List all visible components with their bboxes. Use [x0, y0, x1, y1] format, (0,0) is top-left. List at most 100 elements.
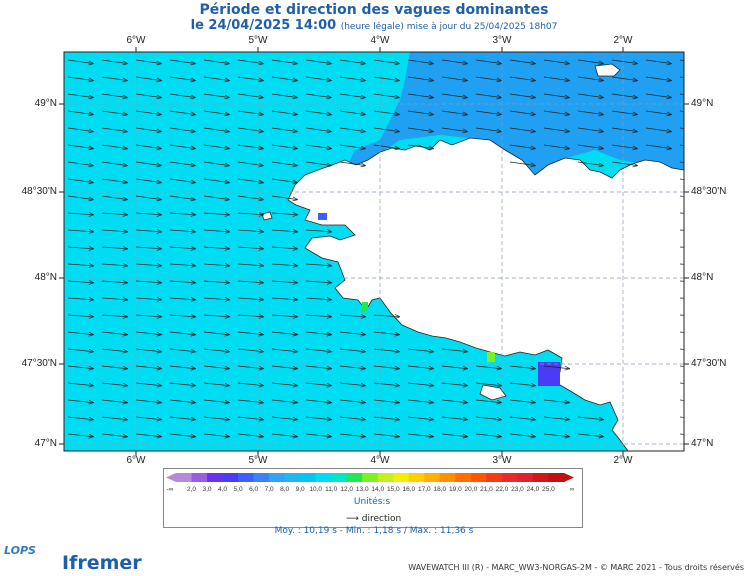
legend-tick: 17,0: [417, 486, 431, 493]
legend-color-swatch: [284, 473, 301, 482]
direction-arrow: [271, 382, 299, 388]
direction-arrow: [339, 76, 366, 83]
direction-arrow: [135, 229, 163, 234]
direction-arrow: [271, 246, 299, 251]
direction-arrow: [373, 331, 401, 337]
direction-arrow: [135, 127, 162, 134]
direction-arrow: [237, 229, 265, 234]
direction-arrow: [339, 93, 366, 100]
direction-arrow: [135, 433, 163, 439]
direction-arrow: [577, 416, 605, 422]
legend-tick: 5,0: [233, 486, 243, 493]
legend-color-swatch: [300, 473, 316, 482]
direction-arrow: [101, 161, 128, 168]
direction-arrow: [611, 76, 638, 83]
direction-arrow: [271, 263, 299, 268]
direction-arrow: [169, 348, 197, 354]
direction-arrow: [305, 144, 332, 151]
direction-arrow: [101, 365, 129, 371]
lat-label-left: 48°30'N: [21, 186, 57, 197]
direction-arrow: [203, 93, 230, 100]
direction-arrow: [305, 110, 332, 117]
direction-arrow: [135, 59, 162, 66]
direction-arrow: [339, 127, 366, 134]
direction-arrow: [203, 229, 231, 234]
direction-arrow: [373, 76, 400, 83]
direction-arrow: [611, 59, 638, 66]
direction-arrow: [645, 93, 672, 100]
direction-arrow: [305, 382, 333, 388]
direction-arrow: [203, 331, 231, 337]
direction-arrow: [475, 110, 502, 117]
direction-arrow: [407, 76, 434, 83]
direction-arrow: [475, 59, 502, 66]
direction-arrow: [169, 433, 197, 439]
lon-label-top: 5°W: [248, 35, 268, 46]
credit-line: WAVEWATCH III (R) - MARC_WW3-NORGAS-2M -…: [408, 563, 744, 572]
direction-arrow: [645, 110, 672, 117]
lon-label-bottom: 2°W: [613, 455, 633, 466]
direction-arrow: [67, 297, 95, 302]
legend-tick: 3,0: [202, 486, 212, 493]
stats-line: Moy. : 10,19 s - Min. : 1,18 s / Max. : …: [274, 526, 474, 536]
legend-color-swatch: [470, 473, 487, 482]
lat-label-left: 49°N: [34, 98, 57, 109]
direction-arrow: [611, 161, 638, 168]
direction-arrow: [339, 365, 367, 371]
direction-arrow: [271, 178, 298, 185]
direction-arrow: [271, 76, 298, 83]
direction-arrow: [135, 195, 162, 202]
direction-arrow: [339, 314, 367, 319]
direction-arrow: [305, 59, 332, 66]
direction-arrow: [203, 399, 231, 405]
direction-arrow: [67, 399, 95, 405]
direction-arrow: [135, 365, 163, 371]
direction-arrow: [203, 297, 231, 302]
direction-arrow: [407, 433, 435, 439]
direction-arrow: [237, 161, 264, 168]
direction-arrow: [203, 59, 230, 66]
direction-arrow: [373, 382, 401, 388]
direction-arrow: [271, 195, 298, 202]
legend-tick: 2,0: [186, 486, 197, 493]
direction-arrow: [101, 314, 129, 319]
direction-arrow: [407, 110, 434, 117]
direction-arrow: [407, 382, 435, 388]
direction-arrow: [441, 110, 468, 117]
lat-label-right: 47°30'N: [691, 358, 727, 369]
direction-arrow: [339, 399, 367, 405]
direction-arrow: [67, 229, 95, 234]
direction-arrow: [169, 263, 197, 268]
lon-label-bottom: 5°W: [248, 455, 268, 466]
legend-tick: 15,0: [386, 486, 400, 493]
direction-arrow: [203, 433, 231, 439]
lon-label-bottom: 6°W: [126, 455, 146, 466]
direction-arrow: [577, 144, 604, 151]
direction-arrow: [135, 331, 163, 337]
lat-label-right: 49°N: [691, 98, 714, 109]
direction-arrow: [373, 365, 401, 371]
direction-arrow: [67, 365, 95, 371]
direction-arrow: [305, 348, 333, 354]
direction-arrow: [407, 365, 435, 371]
direction-arrow: [407, 399, 435, 405]
direction-arrow: [169, 229, 197, 234]
direction-arrow: [101, 433, 129, 439]
direction-arrow: [271, 144, 298, 151]
update-note: (heure légale) mise à jour du 25/04/2025…: [340, 22, 558, 32]
direction-arrow: [373, 93, 400, 100]
map-title: Période et direction des vagues dominant…: [199, 2, 549, 18]
legend-color-swatch: [408, 473, 425, 482]
direction-arrow: [67, 280, 95, 285]
direction-arrow: [441, 433, 469, 439]
direction-arrow: [101, 127, 128, 134]
direction-arrow: [101, 178, 128, 185]
direction-arrow: [67, 144, 94, 151]
direction-arrow: [237, 246, 265, 251]
direction-arrow: [67, 110, 94, 117]
direction-arrow: [203, 280, 231, 285]
lon-label-top: 2°W: [613, 35, 633, 46]
direction-arrow: [339, 161, 366, 168]
direction-arrow: [407, 93, 434, 100]
direction-arrow: [475, 127, 502, 134]
